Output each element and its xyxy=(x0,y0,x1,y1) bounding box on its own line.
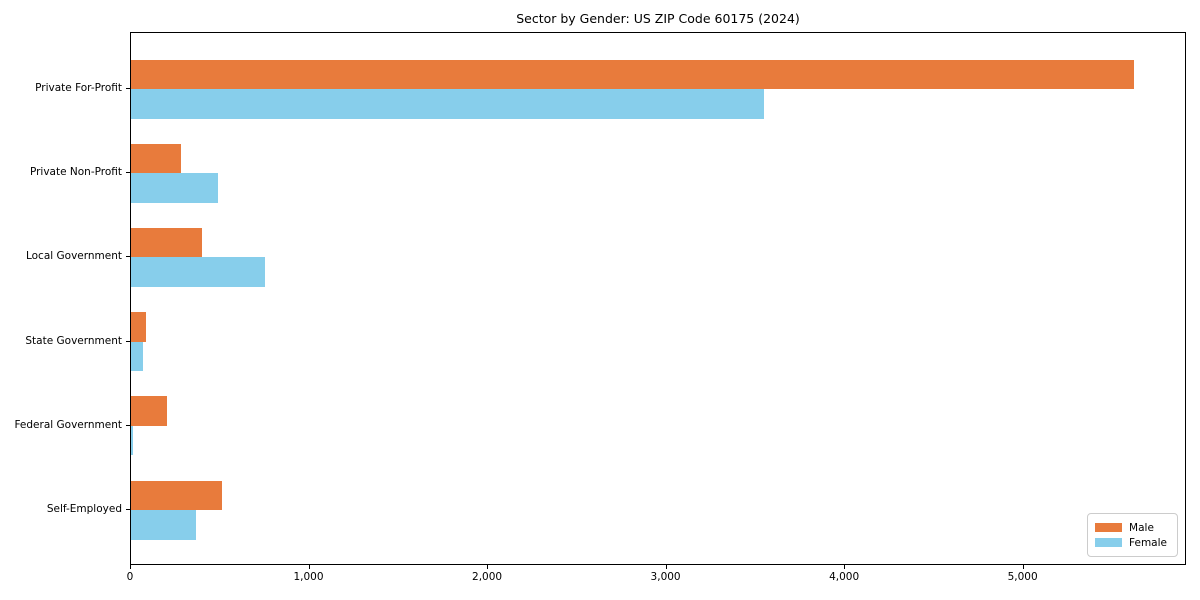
y-tick-label: Private For-Profit xyxy=(35,82,122,94)
x-tick-mark xyxy=(308,565,310,569)
x-tick-label: 2,000 xyxy=(472,571,503,583)
bar-female xyxy=(131,341,143,372)
x-tick-label: 4,000 xyxy=(829,571,860,583)
x-tick-label: 0 xyxy=(126,571,134,583)
bar-male xyxy=(131,227,203,258)
y-tick-mark xyxy=(126,424,130,426)
chart-title: Sector by Gender: US ZIP Code 60175 (202… xyxy=(516,11,800,26)
x-tick-label: 3,000 xyxy=(650,571,681,583)
x-tick-mark xyxy=(665,565,667,569)
y-tick-mark xyxy=(126,340,130,342)
legend-swatch-female xyxy=(1095,538,1123,547)
bar-male xyxy=(131,480,222,510)
bar-female xyxy=(131,89,764,119)
x-tick-mark xyxy=(130,565,131,569)
bar-male xyxy=(131,59,1135,89)
legend-item-female: Female xyxy=(1095,535,1167,550)
bar-female xyxy=(131,257,265,287)
bar-male xyxy=(131,396,167,426)
legend-label-male: Male xyxy=(1129,521,1154,534)
y-tick-label: Private Non-Profit xyxy=(29,166,122,179)
bar-male xyxy=(131,143,181,174)
bars-layer xyxy=(131,33,1185,564)
legend-swatch-male xyxy=(1095,523,1123,532)
legend: Male Female xyxy=(1087,513,1178,557)
x-tick-mark xyxy=(487,565,489,569)
legend-label-female: Female xyxy=(1129,536,1167,549)
y-tick-label: Local Government xyxy=(25,250,122,263)
y-tick-label: Self-Employed xyxy=(46,503,122,515)
plot-area: Male Female xyxy=(130,32,1186,565)
legend-item-male: Male xyxy=(1095,520,1167,535)
bar-female xyxy=(131,510,197,540)
y-tick-label: Federal Government xyxy=(14,418,122,431)
y-tick-mark xyxy=(126,88,130,89)
y-tick-mark xyxy=(126,256,130,258)
y-tick-mark xyxy=(126,509,130,510)
y-tick-label: State Government xyxy=(25,334,122,347)
x-tick-label: 1,000 xyxy=(293,571,324,583)
x-tick-mark xyxy=(844,565,846,569)
bar-female xyxy=(131,173,219,203)
y-tick-mark xyxy=(126,172,130,174)
bar-female xyxy=(131,425,133,456)
x-tick-label: 5,000 xyxy=(1007,571,1038,583)
x-tick-mark xyxy=(1022,565,1024,569)
bar-male xyxy=(131,312,147,342)
